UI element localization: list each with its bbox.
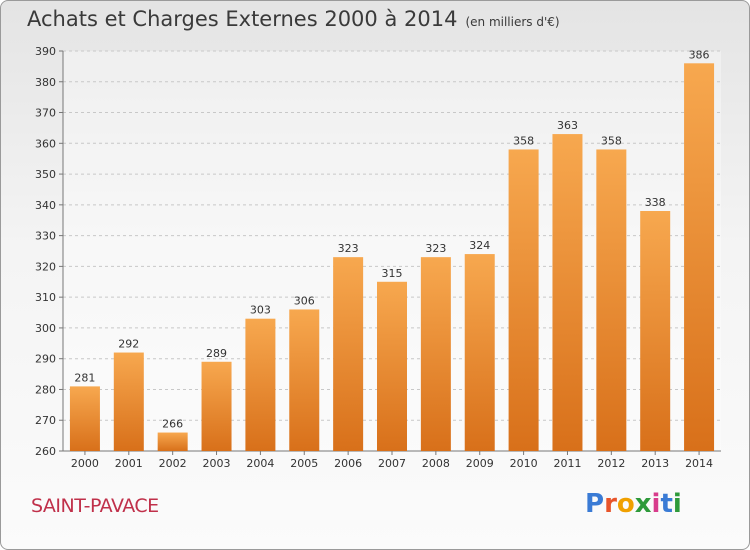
value-label-2002: 266 <box>162 418 183 431</box>
chart-unit: (en milliers d'€) <box>465 15 560 29</box>
bar-2004 <box>245 318 276 451</box>
x-tick-label-2004: 2004 <box>246 457 274 470</box>
chart-title-text: Achats et Charges Externes 2000 à 2014 <box>27 7 458 31</box>
bar-2010 <box>508 149 539 451</box>
y-tick-label: 270 <box>35 414 56 427</box>
x-tick-label-2006: 2006 <box>334 457 362 470</box>
x-tick-label-2005: 2005 <box>290 457 318 470</box>
logo-letter: t <box>660 489 673 519</box>
x-tick-label-2011: 2011 <box>553 457 581 470</box>
bar-2007 <box>377 281 407 451</box>
y-tick-label: 360 <box>35 137 56 150</box>
bar-2011 <box>552 134 583 452</box>
value-label-2006: 323 <box>338 242 359 255</box>
value-label-2000: 281 <box>74 371 95 384</box>
y-tick-label: 390 <box>35 45 56 58</box>
y-tick-label: 260 <box>35 445 56 458</box>
x-tick-label-2010: 2010 <box>510 457 538 470</box>
x-tick-label-2007: 2007 <box>378 457 406 470</box>
x-tick-label-2002: 2002 <box>159 457 187 470</box>
x-tick-label-2014: 2014 <box>685 457 713 470</box>
y-tick-label: 370 <box>35 107 56 120</box>
x-tick-label-2009: 2009 <box>466 457 494 470</box>
value-label-2014: 386 <box>689 48 710 61</box>
value-label-2013: 338 <box>645 196 666 209</box>
value-label-2005: 306 <box>294 294 315 307</box>
commune-name: SAINT-PAVACE <box>31 495 159 517</box>
value-label-2003: 289 <box>206 347 227 360</box>
logo-letter: o <box>616 489 635 519</box>
bar-2005 <box>289 309 320 451</box>
logo-letter: P <box>585 489 605 519</box>
x-tick-label-2003: 2003 <box>203 457 231 470</box>
x-tick-label-2012: 2012 <box>597 457 625 470</box>
bar-2002 <box>157 432 188 451</box>
y-tick-label: 320 <box>35 260 56 273</box>
value-label-2004: 303 <box>250 304 271 317</box>
bar-2000 <box>69 386 100 451</box>
bar-2013 <box>640 211 671 451</box>
value-label-2001: 292 <box>118 338 139 351</box>
logo-letter: i <box>651 489 661 519</box>
x-tick-label-2000: 2000 <box>71 457 99 470</box>
bar-2001 <box>113 352 144 451</box>
bar-2008 <box>420 257 451 451</box>
bar-2009 <box>464 254 495 451</box>
value-label-2011: 363 <box>557 119 578 132</box>
y-tick-label: 310 <box>35 291 56 304</box>
bar-2012 <box>596 149 627 451</box>
value-label-2012: 358 <box>601 134 622 147</box>
bar-2003 <box>201 361 232 451</box>
value-label-2007: 315 <box>382 267 403 280</box>
logo-letter: i <box>672 489 682 519</box>
proxiti-logo: Proxiti <box>585 489 682 519</box>
y-tick-label: 330 <box>35 230 56 243</box>
x-tick-label-2001: 2001 <box>115 457 143 470</box>
y-tick-label: 350 <box>35 168 56 181</box>
bar-2014 <box>684 63 715 452</box>
y-tick-label: 340 <box>35 199 56 212</box>
logo-letter: x <box>634 489 652 519</box>
x-tick-label-2008: 2008 <box>422 457 450 470</box>
labels: 260 270 280 290 300 310 320 330 340 350 360 370 380 3… <box>35 45 713 470</box>
bars <box>69 63 715 452</box>
value-label-2008: 323 <box>425 242 446 255</box>
y-tick-label: 290 <box>35 353 56 366</box>
x-tick-label-2013: 2013 <box>641 457 669 470</box>
logo-letter: r <box>604 489 617 519</box>
chart-title: Achats et Charges Externes 2000 à 2014 (e… <box>27 7 560 31</box>
y-tick-label: 300 <box>35 322 56 335</box>
value-label-2009: 324 <box>469 239 490 252</box>
y-tick-label: 280 <box>35 383 56 396</box>
value-label-2010: 358 <box>513 134 534 147</box>
bar-2006 <box>333 257 364 451</box>
y-tick-label: 380 <box>35 76 56 89</box>
